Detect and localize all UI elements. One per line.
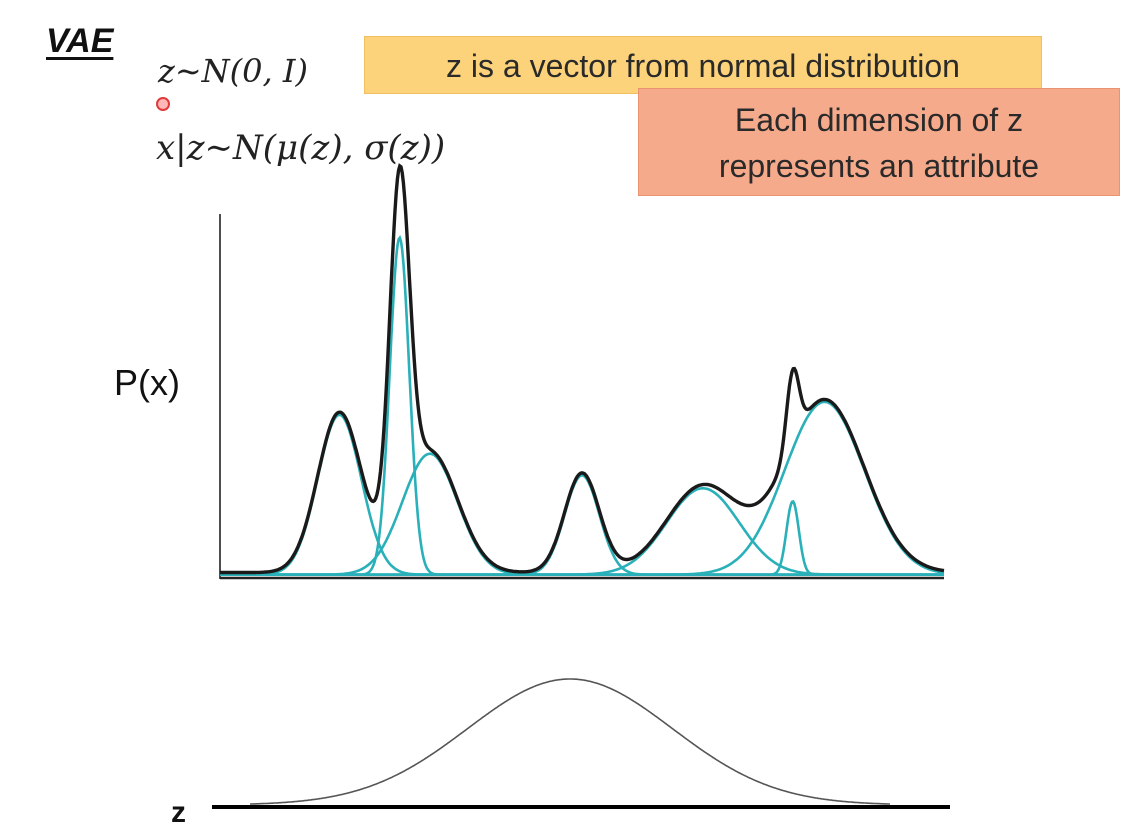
callout-attribute: Each dimension of z represents an attrib… — [638, 88, 1120, 196]
latent-prior-plot — [212, 678, 950, 809]
component-curve-5 — [220, 487, 944, 576]
callout-attribute-line2: represents an attribute — [718, 148, 1040, 184]
component-curve-7 — [220, 400, 945, 576]
prior-formula: z∼N(0, I) — [158, 52, 308, 90]
component-curve-6 — [220, 499, 944, 576]
likelihood-formula: x|z∼N(μ(z), σ(z)) — [156, 128, 446, 168]
mixture-plot — [219, 163, 945, 580]
mixture-curve — [220, 163, 945, 575]
y-axis-label: P(x) — [114, 362, 180, 403]
slide-title: VAE — [46, 22, 114, 60]
component-curve-4 — [220, 473, 944, 576]
component-curve-1 — [220, 413, 944, 576]
prior-curve — [250, 678, 890, 805]
pointer-cursor-icon — [156, 97, 170, 111]
callout-attribute-line1: Each dimension of z — [734, 102, 1024, 138]
callout-vector: z is a vector from normal distribution — [364, 36, 1042, 94]
